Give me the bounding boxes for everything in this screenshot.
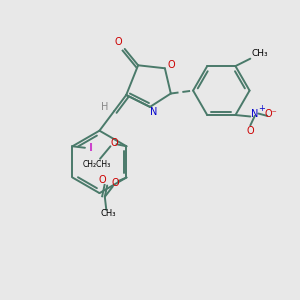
Text: H: H: [101, 103, 108, 112]
Text: CH₃: CH₃: [100, 209, 116, 218]
Text: O: O: [247, 126, 254, 136]
Text: O: O: [168, 60, 175, 70]
Text: O: O: [99, 175, 106, 185]
Text: CH₃: CH₃: [252, 49, 268, 58]
Text: O: O: [110, 138, 118, 148]
Text: N: N: [150, 107, 157, 117]
Text: O⁻: O⁻: [264, 110, 277, 119]
Text: I: I: [89, 143, 94, 153]
Text: +: +: [258, 104, 265, 113]
Text: O: O: [114, 38, 122, 47]
Text: CH₂CH₃: CH₂CH₃: [82, 160, 111, 169]
Text: O: O: [111, 178, 119, 188]
Text: N: N: [251, 109, 259, 118]
